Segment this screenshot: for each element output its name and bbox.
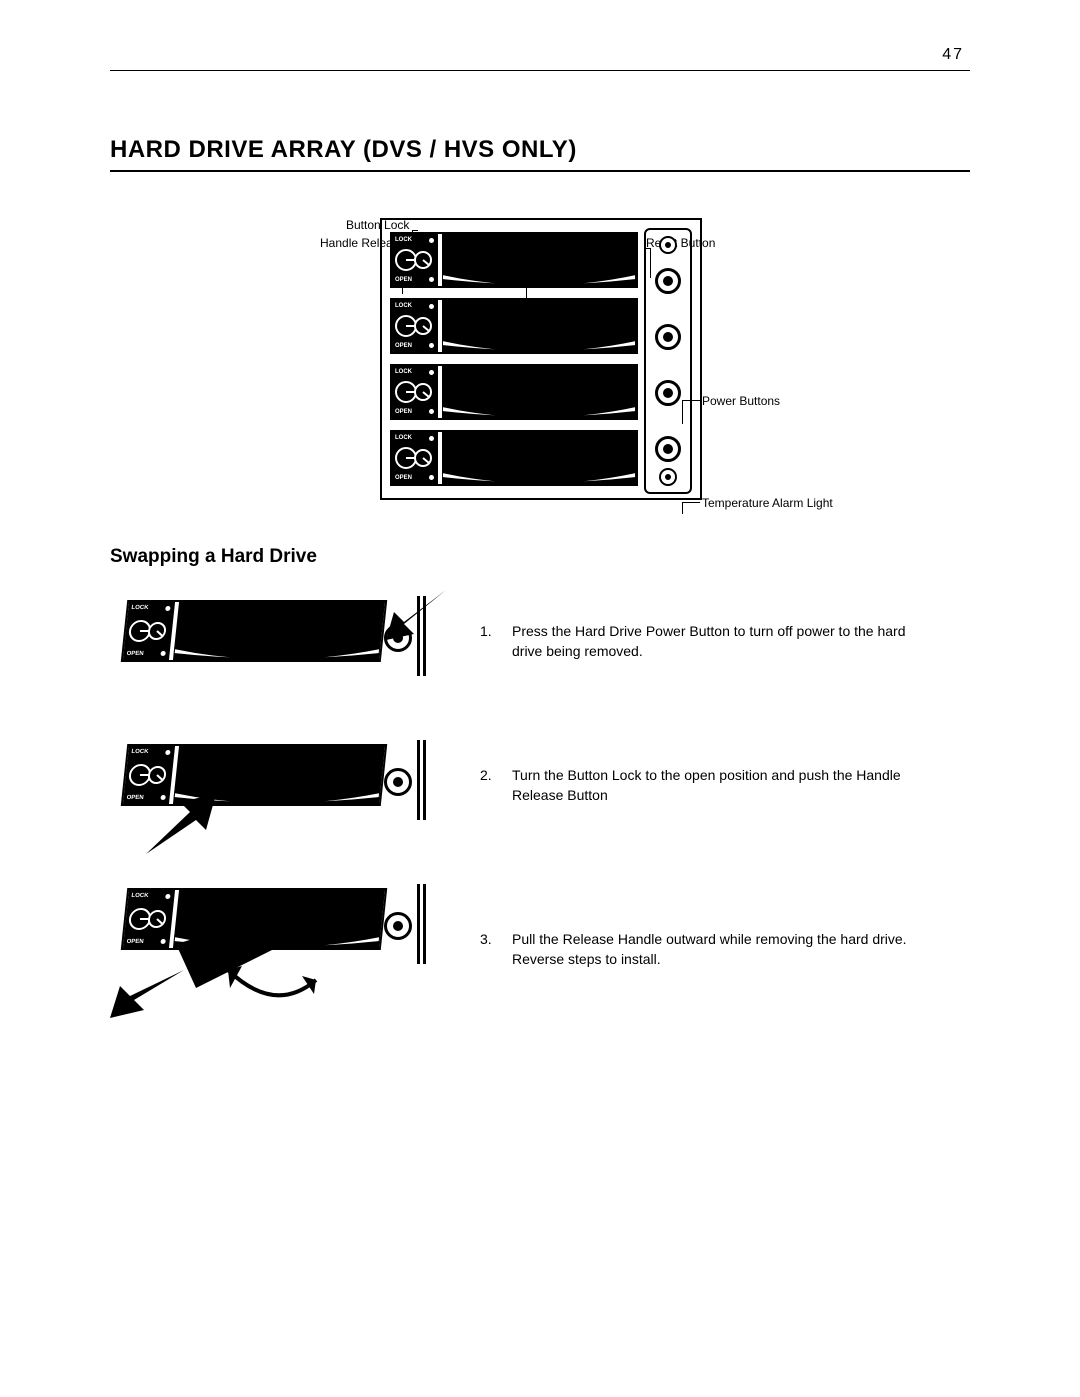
indicator-dot-icon: [165, 606, 171, 611]
step-row: LOCK OPEN 1. Press the Hard Drive: [110, 586, 970, 696]
arrow-icon: [146, 794, 216, 854]
indicator-dot-icon: [160, 651, 166, 656]
power-column: [644, 228, 692, 494]
step-body: Press the Hard Drive Power Button to tur…: [512, 621, 910, 662]
power-button-icon: [384, 768, 412, 796]
step-body: Pull the Release Handle outward while re…: [512, 929, 910, 970]
lock-label: LOCK: [395, 237, 412, 243]
drive-enclosure: LOCK OPEN LOCK OPEN: [380, 218, 702, 500]
array-diagram: Button Lock Handle Release Release Handl…: [380, 218, 700, 500]
steps-list: LOCK OPEN 1. Press the Hard Drive: [110, 586, 970, 1024]
release-handle-icon: [173, 647, 381, 663]
arrow-icon: [104, 970, 184, 1020]
power-button-icon: [655, 268, 681, 294]
open-label: OPEN: [395, 277, 412, 283]
header-rule: [110, 70, 970, 71]
indicator-dot-icon: [429, 343, 434, 348]
button-lock-knob-icon: [147, 622, 167, 640]
lock-label: LOCK: [395, 303, 412, 309]
rail-line: [423, 884, 426, 964]
power-button-icon: [655, 436, 681, 462]
reset-button-icon: [659, 236, 677, 254]
indicator-dot-icon: [429, 370, 434, 375]
release-handle-icon: [442, 405, 636, 421]
lock-label: LOCK: [395, 369, 412, 375]
button-lock-knob-icon: [414, 449, 432, 467]
drive-bay: LOCK OPEN: [121, 600, 388, 662]
open-label: OPEN: [126, 795, 144, 801]
rail-line: [423, 740, 426, 820]
section-subtitle: Swapping a Hard Drive: [110, 546, 970, 568]
leader-line: [682, 400, 683, 424]
release-handle-icon: [442, 339, 636, 355]
label-power-buttons: Power Buttons: [702, 394, 780, 408]
button-lock-knob-icon: [147, 766, 167, 784]
leader-line: [682, 502, 683, 514]
lock-panel: LOCK OPEN: [392, 366, 438, 418]
open-label: OPEN: [126, 651, 144, 657]
lock-panel: LOCK OPEN: [392, 300, 438, 352]
rail-line: [417, 884, 420, 964]
power-button-icon: [655, 380, 681, 406]
button-lock-knob-icon: [414, 317, 432, 335]
lock-label: LOCK: [131, 749, 149, 755]
release-handle-icon: [442, 273, 636, 289]
drive-bay: LOCK OPEN: [390, 364, 638, 420]
lock-label: LOCK: [131, 893, 149, 899]
indicator-dot-icon: [429, 409, 434, 414]
motion-arrow-icon: [220, 960, 330, 1020]
temp-alarm-icon: [659, 468, 677, 486]
indicator-dot-icon: [429, 277, 434, 282]
open-label: OPEN: [126, 939, 144, 945]
button-lock-knob-icon: [414, 383, 432, 401]
button-lock-knob-icon: [414, 251, 432, 269]
lock-panel: LOCK OPEN: [123, 890, 175, 948]
indicator-dot-icon: [429, 238, 434, 243]
step-row: LOCK OPEN: [110, 874, 970, 1024]
lock-panel: LOCK OPEN: [392, 432, 438, 484]
indicator-dot-icon: [165, 750, 171, 755]
page-number: 47: [942, 46, 964, 64]
indicator-dot-icon: [429, 436, 434, 441]
power-button-icon: [655, 324, 681, 350]
arrow-icon: [386, 590, 446, 640]
step-text: 2. Turn the Button Lock to the open posi…: [480, 765, 910, 806]
indicator-dot-icon: [429, 475, 434, 480]
step-body: Turn the Button Lock to the open positio…: [512, 765, 910, 806]
page-title: HARD DRIVE ARRAY (DVS / HVS ONLY): [110, 136, 970, 164]
title-rule: [110, 170, 970, 172]
label-temp-alarm: Temperature Alarm Light: [702, 496, 833, 510]
open-label: OPEN: [395, 409, 412, 415]
leader-line: [682, 502, 700, 503]
indicator-dot-icon: [165, 894, 171, 899]
step-number: 2.: [480, 765, 494, 806]
step-text: 1. Press the Hard Drive Power Button to …: [480, 621, 910, 662]
step-number: 1.: [480, 621, 494, 662]
drive-bay: LOCK OPEN: [390, 232, 638, 288]
rail-line: [417, 740, 420, 820]
step-figure: LOCK OPEN: [110, 586, 440, 696]
step-figure: LOCK OPEN: [110, 730, 440, 840]
indicator-dot-icon: [429, 304, 434, 309]
drive-bay: LOCK OPEN: [390, 298, 638, 354]
leader-line: [682, 400, 700, 401]
page: 47 HARD DRIVE ARRAY (DVS / HVS ONLY) But…: [0, 0, 1080, 1397]
open-label: OPEN: [395, 343, 412, 349]
open-label: OPEN: [395, 475, 412, 481]
step-number: 3.: [480, 929, 494, 970]
lock-panel: LOCK OPEN: [123, 602, 175, 660]
step-row: LOCK OPEN 2. Turn the Button Lock: [110, 730, 970, 840]
indicator-dot-icon: [160, 939, 166, 944]
drive-bay: LOCK OPEN: [390, 430, 638, 486]
step-text: 3. Pull the Release Handle outward while…: [480, 929, 910, 970]
power-button-icon: [384, 912, 412, 940]
button-lock-knob-icon: [147, 910, 167, 928]
lock-label: LOCK: [131, 605, 149, 611]
lock-label: LOCK: [395, 435, 412, 441]
step-figure: LOCK OPEN: [110, 874, 440, 1024]
release-handle-icon: [442, 471, 636, 487]
lock-panel: LOCK OPEN: [392, 234, 438, 286]
